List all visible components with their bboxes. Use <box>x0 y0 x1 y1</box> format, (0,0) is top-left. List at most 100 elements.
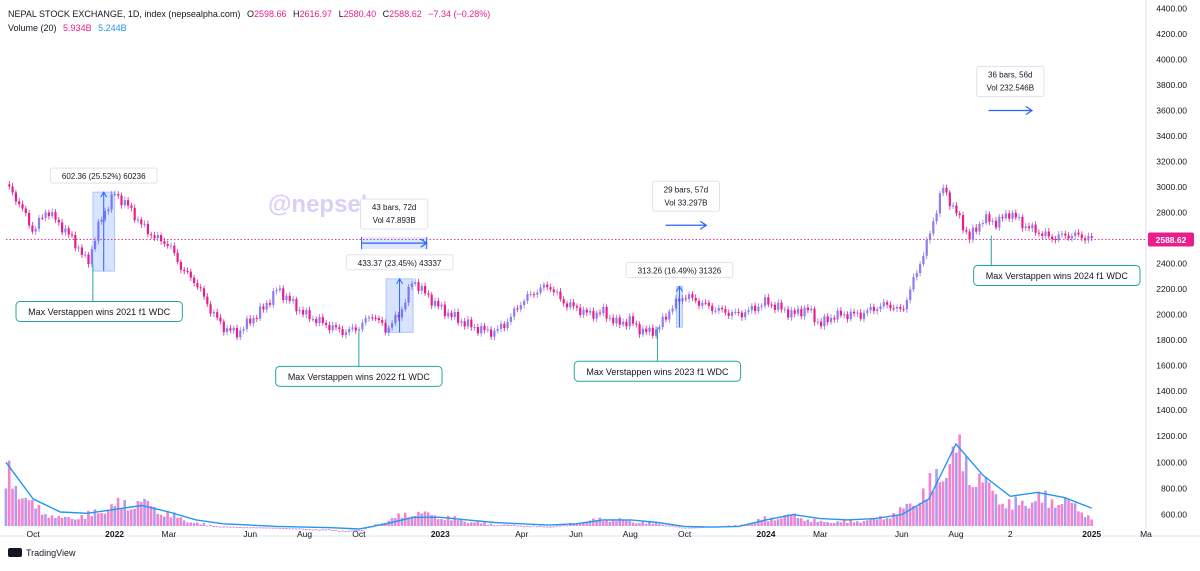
volume-bar <box>991 490 994 526</box>
price-candle-body <box>727 312 730 316</box>
price-candle-body <box>391 323 394 328</box>
volume-bar <box>361 529 364 531</box>
price-candle-body <box>701 302 704 306</box>
price-candle-body <box>440 304 443 307</box>
price-tick-label: 2200.00 <box>1156 284 1187 294</box>
volume-bar <box>248 527 252 529</box>
annotation-box <box>973 264 1141 286</box>
price-candle-body <box>655 329 658 336</box>
price-candle-body <box>433 300 437 306</box>
volume-bar <box>648 520 651 526</box>
price-candle-body <box>328 324 331 331</box>
price-candle-body <box>915 273 918 278</box>
volume-bar <box>773 520 777 526</box>
price-candle-body <box>341 329 344 336</box>
price-candle-body <box>348 328 351 333</box>
price-candle-body <box>509 316 513 322</box>
volume-bar <box>935 468 938 526</box>
volume-bar <box>397 513 400 526</box>
price-candle-body <box>90 249 93 265</box>
price-candle-body <box>321 317 324 324</box>
symbol-title: NEPAL STOCK EXCHANGE, 1D, index (nepseal… <box>8 9 241 19</box>
volume-bar <box>123 500 127 526</box>
price-candle-body <box>777 302 780 310</box>
price-candle-body <box>694 297 697 301</box>
price-candle-body <box>651 327 654 336</box>
price-candle-body <box>905 300 909 310</box>
volume-bar <box>948 464 952 526</box>
volume-bar <box>1077 511 1080 526</box>
price-candle-body <box>849 311 852 320</box>
volume-bar <box>113 506 117 526</box>
price-candle-body <box>942 187 945 194</box>
annotation-box <box>573 360 742 382</box>
price-candle-body <box>212 312 216 314</box>
volume-bar <box>836 521 839 526</box>
volume-bar <box>638 523 641 526</box>
price-candle-body <box>935 213 938 222</box>
price-candle-body <box>833 317 836 320</box>
volume-bar <box>654 522 658 526</box>
tradingview-logo[interactable]: TradingView <box>8 548 76 558</box>
volume-bar <box>288 528 292 530</box>
volume-bar <box>1001 503 1004 526</box>
price-candle-body <box>668 311 671 320</box>
volume-bar <box>321 529 325 531</box>
price-candle-body <box>94 240 97 250</box>
volume-bar <box>90 516 94 526</box>
price-candle-body <box>278 288 282 291</box>
volume-bar <box>407 517 410 526</box>
price-candle-body <box>331 325 334 331</box>
volume-bar <box>245 527 249 529</box>
volume-bar <box>1017 505 1021 526</box>
volume-bar <box>103 513 107 526</box>
price-tick-label: 1800.00 <box>1156 335 1187 345</box>
time-tick-label: Oct <box>27 529 41 539</box>
volume-bar <box>450 520 453 526</box>
price-candle-body <box>480 325 483 334</box>
price-candle-body <box>519 305 522 310</box>
volume-bar <box>1027 508 1031 526</box>
price-candle-body <box>605 306 608 319</box>
volume-bar <box>196 522 199 526</box>
price-candle-body <box>747 310 750 313</box>
price-candle-body <box>18 201 21 205</box>
current-price-tag: 2588.62 <box>1156 235 1187 245</box>
volume-tick-label: 1000.00 <box>1156 457 1187 467</box>
price-candle-body <box>44 212 47 218</box>
tradingview-logo-icon <box>8 548 22 557</box>
price-candle-body <box>552 289 555 293</box>
volume-bar <box>691 527 694 529</box>
volume-bar <box>796 518 800 526</box>
volume-bar <box>463 521 466 526</box>
volume-bar <box>806 519 810 526</box>
volume-bar <box>902 508 905 526</box>
chart-legend: NEPAL STOCK EXCHANGE, 1D, index (nepseal… <box>8 7 490 35</box>
price-candle-body <box>344 332 348 336</box>
volume-bar <box>252 527 255 529</box>
price-candle-body <box>275 290 278 292</box>
price-candle-body <box>186 271 189 273</box>
price-candle-body <box>1044 231 1047 236</box>
volume-bar <box>872 518 876 526</box>
volume-bar <box>875 519 879 526</box>
volume-bar <box>565 525 569 527</box>
volume-bar <box>496 525 499 527</box>
price-candle-body <box>226 328 229 333</box>
volume-bar <box>865 520 869 526</box>
price-candle-body <box>862 312 866 319</box>
price-candle-body <box>232 327 235 331</box>
time-tick-label: Jun <box>569 529 583 539</box>
price-candle-body <box>1047 231 1050 237</box>
volume-bar <box>598 517 602 526</box>
volume-bar <box>149 506 153 526</box>
volume-bar <box>139 501 143 526</box>
price-candle-body <box>358 329 361 331</box>
time-tick-label: Jun <box>243 529 257 539</box>
price-candle-body <box>813 308 816 323</box>
volume-bar <box>156 513 160 526</box>
price-candle-body <box>714 310 717 312</box>
price-candle-body <box>516 308 519 310</box>
